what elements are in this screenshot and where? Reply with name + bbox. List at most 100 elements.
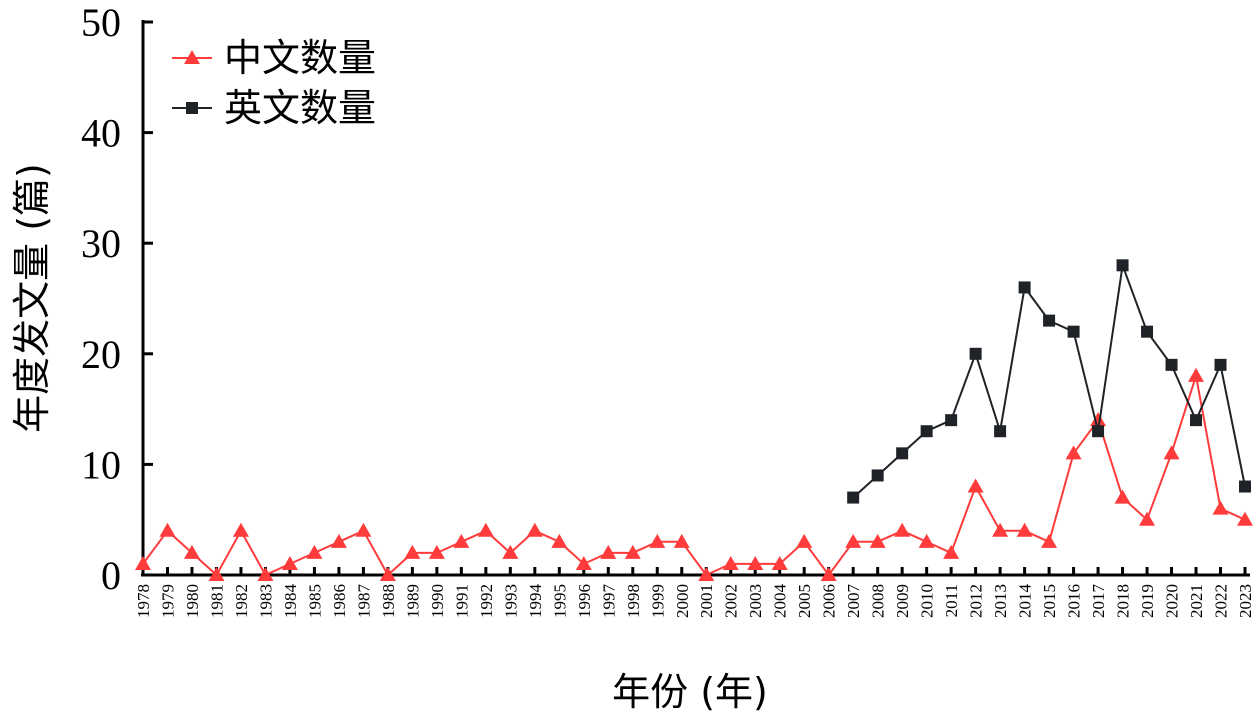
data-point: [1163, 445, 1180, 460]
y-tick-label: 0: [101, 553, 121, 598]
data-point: [847, 491, 860, 504]
x-ticks: 1978 1979 1980 1981 1982 1983 1984 1985 1986 1987…: [134, 567, 1255, 618]
x-tick-label: 2000: [673, 584, 692, 618]
data-point: [943, 544, 960, 559]
x-tick-label: 1980: [183, 584, 202, 618]
x-tick-label: 2011: [942, 584, 961, 617]
data-point: [1018, 281, 1031, 294]
data-point: [918, 533, 935, 548]
data-point: [551, 533, 568, 548]
data-point: [208, 567, 225, 581]
data-point: [1067, 325, 1080, 338]
data-point: [1141, 325, 1154, 338]
x-tick-label: 2013: [991, 584, 1010, 618]
data-point: [1116, 259, 1129, 272]
data-point: [232, 522, 249, 537]
data-point: [845, 533, 862, 548]
x-tick-label: 2021: [1187, 584, 1206, 618]
data-point: [820, 567, 837, 581]
data-point: [330, 533, 347, 548]
axes: [141, 20, 1250, 577]
data-point: [428, 544, 445, 559]
x-tick-label: 2001: [697, 584, 716, 618]
data-point: [869, 533, 886, 548]
y-tick-label: 30: [81, 221, 121, 266]
x-tick-label: 1978: [134, 584, 153, 618]
data-point: [992, 522, 1009, 537]
x-tick-label: 2012: [967, 584, 986, 618]
legend-label: 英文数量: [224, 86, 376, 130]
data-point: [1165, 358, 1178, 371]
data-point: [673, 533, 690, 548]
data-point: [994, 425, 1007, 438]
x-tick-label: 1994: [526, 584, 545, 619]
legend-item: 中文数量: [172, 36, 376, 80]
x-axis-title: 年份 (年): [612, 670, 768, 714]
data-point: [135, 555, 151, 570]
x-tick-label: 1988: [379, 584, 398, 618]
data-point: [159, 522, 176, 537]
x-tick-label: 1995: [550, 584, 569, 618]
y-tick-label: 10: [81, 442, 121, 487]
data-point: [698, 567, 715, 581]
x-tick-label: 1981: [207, 584, 226, 618]
x-tick-label: 1986: [330, 584, 349, 618]
data-point: [281, 555, 298, 570]
x-tick-label: 2008: [869, 584, 888, 618]
series-english: [847, 259, 1251, 504]
data-point: [1090, 412, 1107, 427]
x-tick-label: 2007: [844, 584, 863, 619]
x-tick-label: 1983: [256, 584, 275, 618]
data-point: [600, 544, 617, 559]
data-point: [1237, 511, 1253, 526]
x-tick-label: 1990: [428, 584, 447, 618]
data-point: [894, 522, 911, 537]
data-point: [1139, 511, 1156, 526]
data-point: [649, 533, 666, 548]
x-tick-label: 1996: [575, 584, 594, 618]
x-tick-label: 1998: [624, 584, 643, 618]
data-point: [477, 522, 494, 537]
data-point: [871, 469, 884, 482]
x-tick-label: 2023: [1236, 584, 1255, 618]
data-point: [967, 478, 984, 493]
x-tick-label: 2004: [771, 584, 790, 619]
x-tick-label: 2020: [1163, 584, 1182, 618]
data-point: [969, 347, 982, 360]
y-axis-title: 年度发文量 (篇): [10, 163, 54, 433]
x-tick-label: 2014: [1016, 584, 1035, 619]
data-point: [771, 555, 788, 570]
data-point: [1065, 445, 1082, 460]
x-tick-label: 2022: [1212, 584, 1231, 618]
x-tick-label: 2002: [722, 584, 741, 618]
data-point: [1190, 414, 1203, 427]
y-tick-label: 20: [81, 332, 121, 377]
data-point: [355, 522, 372, 537]
x-tick-label: 1991: [452, 584, 471, 618]
x-tick-label: 2016: [1065, 584, 1084, 618]
series-chinese: [135, 367, 1253, 581]
legend-marker: [184, 50, 200, 64]
x-tick-label: 1999: [648, 584, 667, 618]
x-tick-label: 2003: [746, 584, 765, 618]
data-point: [1092, 425, 1105, 438]
data-point: [896, 447, 909, 460]
series-layer: [135, 259, 1253, 581]
x-tick-label: 1997: [599, 584, 618, 619]
legend-marker: [186, 102, 198, 114]
x-tick-label: 2009: [893, 584, 912, 618]
data-point: [526, 522, 543, 537]
legend-label: 中文数量: [224, 36, 376, 80]
legend-item: 英文数量: [172, 86, 376, 130]
data-point: [1212, 500, 1229, 515]
data-point: [796, 533, 813, 548]
data-point: [575, 555, 592, 570]
x-tick-label: 1993: [501, 584, 520, 618]
data-point: [453, 533, 470, 548]
data-point: [1041, 533, 1058, 548]
x-tick-label: 1982: [232, 584, 251, 618]
data-point: [1214, 358, 1227, 371]
data-point: [183, 544, 200, 559]
data-point: [945, 414, 958, 427]
